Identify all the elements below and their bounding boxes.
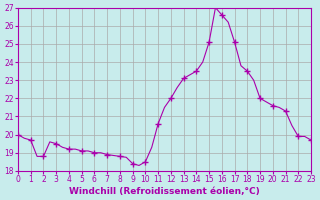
X-axis label: Windchill (Refroidissement éolien,°C): Windchill (Refroidissement éolien,°C) bbox=[69, 187, 260, 196]
